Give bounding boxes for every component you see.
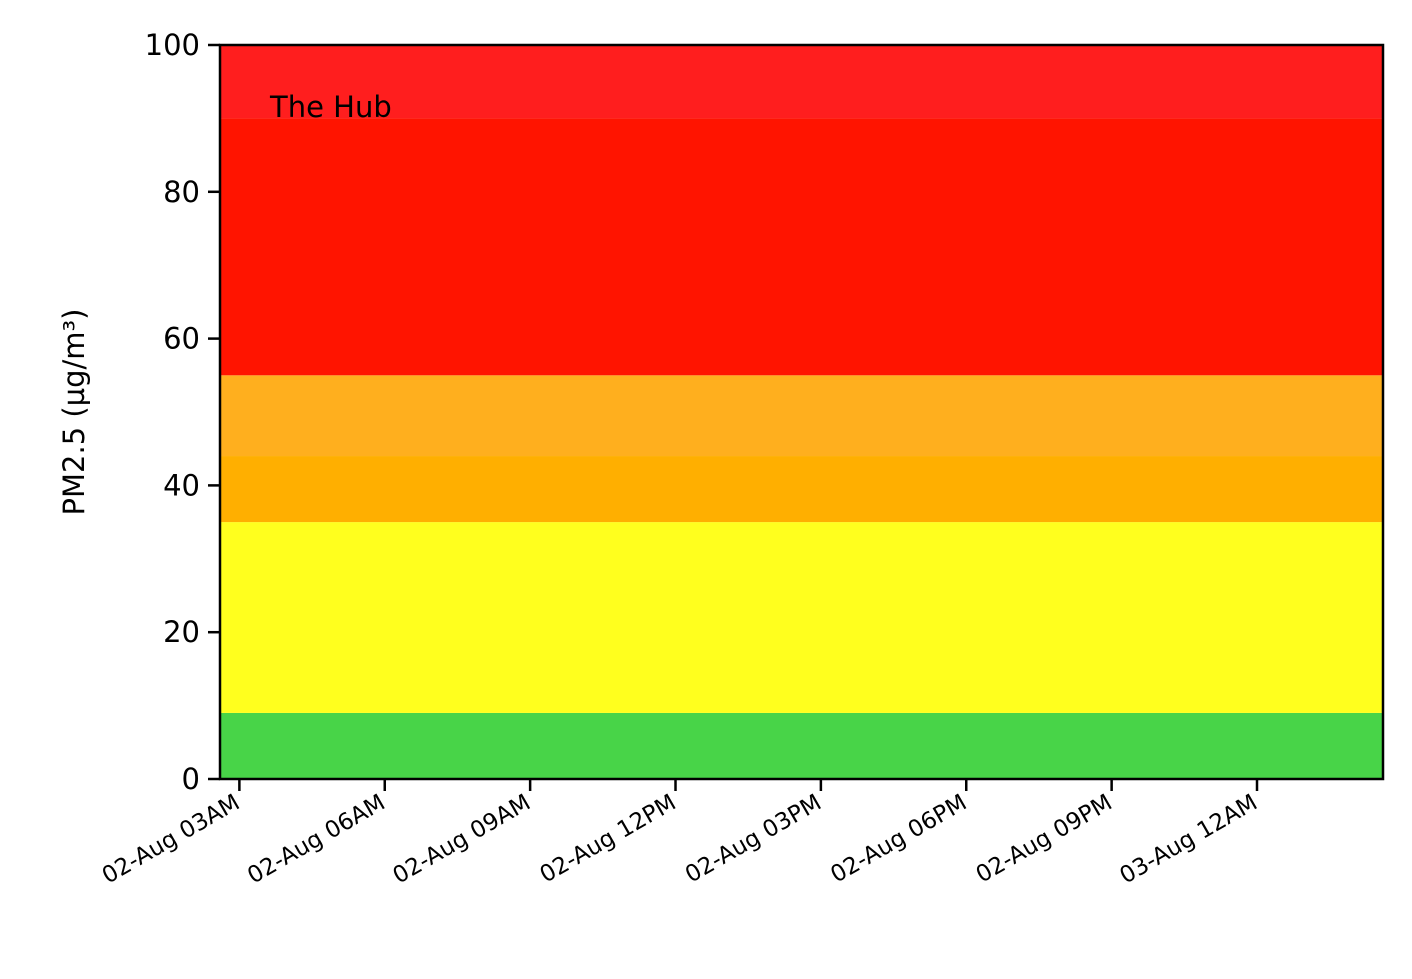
x-tick-label: 03-Aug 12AM [1116,790,1262,890]
aqi-band-0 [220,712,1383,779]
aqi-band-5 [220,45,1383,119]
x-tick-label: 02-Aug 09AM [389,790,535,890]
chart-title: The Hub [269,90,392,124]
x-tick-label: 02-Aug 03PM [681,790,826,889]
x-tick-label: 02-Aug 09PM [972,790,1117,889]
y-tick-label: 60 [163,322,200,356]
plot-frame [218,43,1385,781]
x-tick-label: 02-Aug 12PM [536,790,681,889]
aqi-bands [220,45,1383,779]
y-tick-label: 80 [163,175,200,209]
aqi-band-3 [220,375,1383,457]
x-tick-label: 02-Aug 03AM [98,790,244,890]
aqi-band-4 [220,118,1383,376]
x-tick-label: 02-Aug 06AM [243,790,389,890]
y-axis: 0 20 40 60 80 100 [145,28,220,796]
y-tick-label: 100 [145,28,200,62]
x-tick-label: 02-Aug 06PM [826,790,971,889]
y-tick-label: 0 [182,762,200,796]
aqi-band-2 [220,456,1383,523]
aqi-band-1 [220,522,1383,713]
y-axis-label: PM2.5 (µg/m³) [57,309,91,516]
y-tick-label: 20 [163,615,200,649]
y-tick-label: 40 [163,468,200,502]
